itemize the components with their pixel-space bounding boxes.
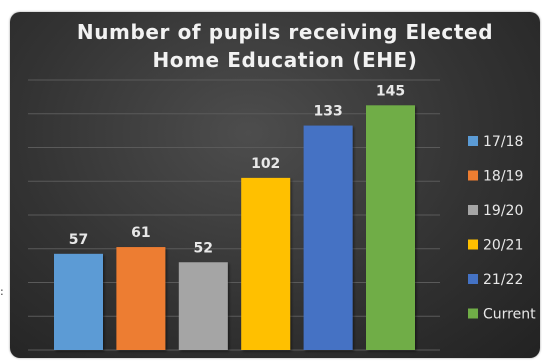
bar-18-19 bbox=[116, 247, 166, 350]
bar-21-22 bbox=[303, 125, 353, 350]
legend-swatch bbox=[468, 136, 478, 146]
bar-17-18 bbox=[54, 253, 103, 350]
edge-mark: : bbox=[0, 285, 4, 298]
data-label: 57 bbox=[69, 232, 88, 248]
chart-title-line-2: Home Education (EHE) bbox=[152, 48, 418, 72]
legend-label: 17/18 bbox=[483, 134, 523, 150]
bar-current bbox=[366, 105, 415, 350]
legend: 17/18 18/19 19/20 20/21 21/22 Current bbox=[468, 134, 536, 323]
legend-swatch bbox=[468, 308, 478, 319]
data-labels: 57 61 52 102 133 145 bbox=[69, 83, 405, 256]
legend-label: 21/22 bbox=[483, 272, 523, 288]
chart-title-line-1: Number of pupils receiving Elected bbox=[76, 20, 494, 44]
data-label: 52 bbox=[194, 240, 213, 256]
bars bbox=[54, 105, 415, 350]
data-label: 102 bbox=[251, 156, 280, 172]
legend-label: Current bbox=[483, 307, 536, 323]
legend-swatch bbox=[468, 239, 478, 250]
legend-swatch bbox=[468, 205, 478, 215]
legend-swatch bbox=[468, 274, 478, 284]
legend-swatch bbox=[468, 170, 478, 181]
data-label: 133 bbox=[313, 104, 342, 120]
bar-20-21 bbox=[241, 177, 291, 350]
legend-label: 20/21 bbox=[483, 238, 523, 254]
bar-19-20 bbox=[178, 262, 228, 350]
data-label: 145 bbox=[376, 83, 405, 99]
chart-title: Number of pupils receiving Elected Home … bbox=[20, 18, 542, 74]
legend-label: 18/19 bbox=[483, 169, 523, 185]
legend-label: 19/20 bbox=[483, 203, 523, 219]
data-label: 61 bbox=[131, 225, 150, 241]
